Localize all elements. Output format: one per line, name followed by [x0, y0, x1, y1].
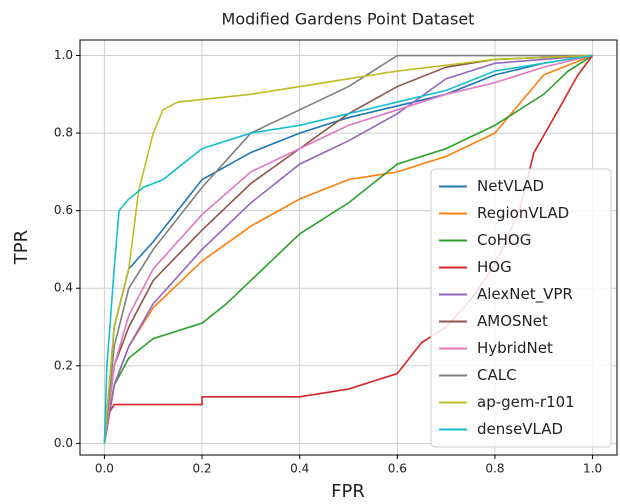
legend-label: AlexNet_VPR [477, 285, 573, 304]
x-tick-label: 0.0 [95, 462, 114, 476]
x-tick-label: 1.0 [583, 462, 602, 476]
series-line [103, 54, 593, 444]
legend: NetVLAD RegionVLAD CoHOG HOG AlexNet_VPR AMOS… [430, 168, 612, 448]
y-tick-label: 0.6 [54, 203, 73, 217]
y-axis-label: TPR [11, 230, 32, 265]
y-tick-label: 0.2 [54, 358, 73, 372]
legend-label: NetVLAD [477, 177, 544, 195]
legend-label: HybridNet [477, 339, 553, 357]
legend-label: CALC [477, 366, 517, 384]
y-tick-label: 0.0 [54, 436, 73, 450]
series-line [103, 54, 593, 444]
series-line [103, 54, 593, 444]
series-line [103, 54, 594, 444]
x-tick-label: 0.2 [192, 462, 211, 476]
chart-title: Modified Gardens Point Dataset [222, 10, 475, 29]
series-line [103, 54, 593, 444]
legend-box [430, 168, 612, 448]
legend-label: ap-gem-r101 [477, 393, 575, 411]
x-axis-label: FPR [331, 481, 365, 502]
x-tick-label: 0.4 [290, 462, 309, 476]
series-line [103, 54, 593, 444]
series-line [103, 55, 594, 444]
legend-label: AMOSNet [477, 312, 548, 330]
x-tick-label: 0.8 [485, 462, 504, 476]
y-tick-label: 0.8 [54, 126, 73, 140]
plot-frame [79, 39, 618, 456]
legend-label: CoHOG [477, 231, 531, 249]
y-tick-label: 0.4 [54, 281, 73, 295]
y-tick-label: 1.0 [54, 48, 73, 62]
legend-label: denseVLAD [477, 420, 563, 438]
x-tick-label: 0.6 [388, 462, 407, 476]
legend-label: HOG [477, 258, 512, 276]
legend-label: RegionVLAD [477, 204, 569, 222]
series-line [103, 54, 593, 444]
